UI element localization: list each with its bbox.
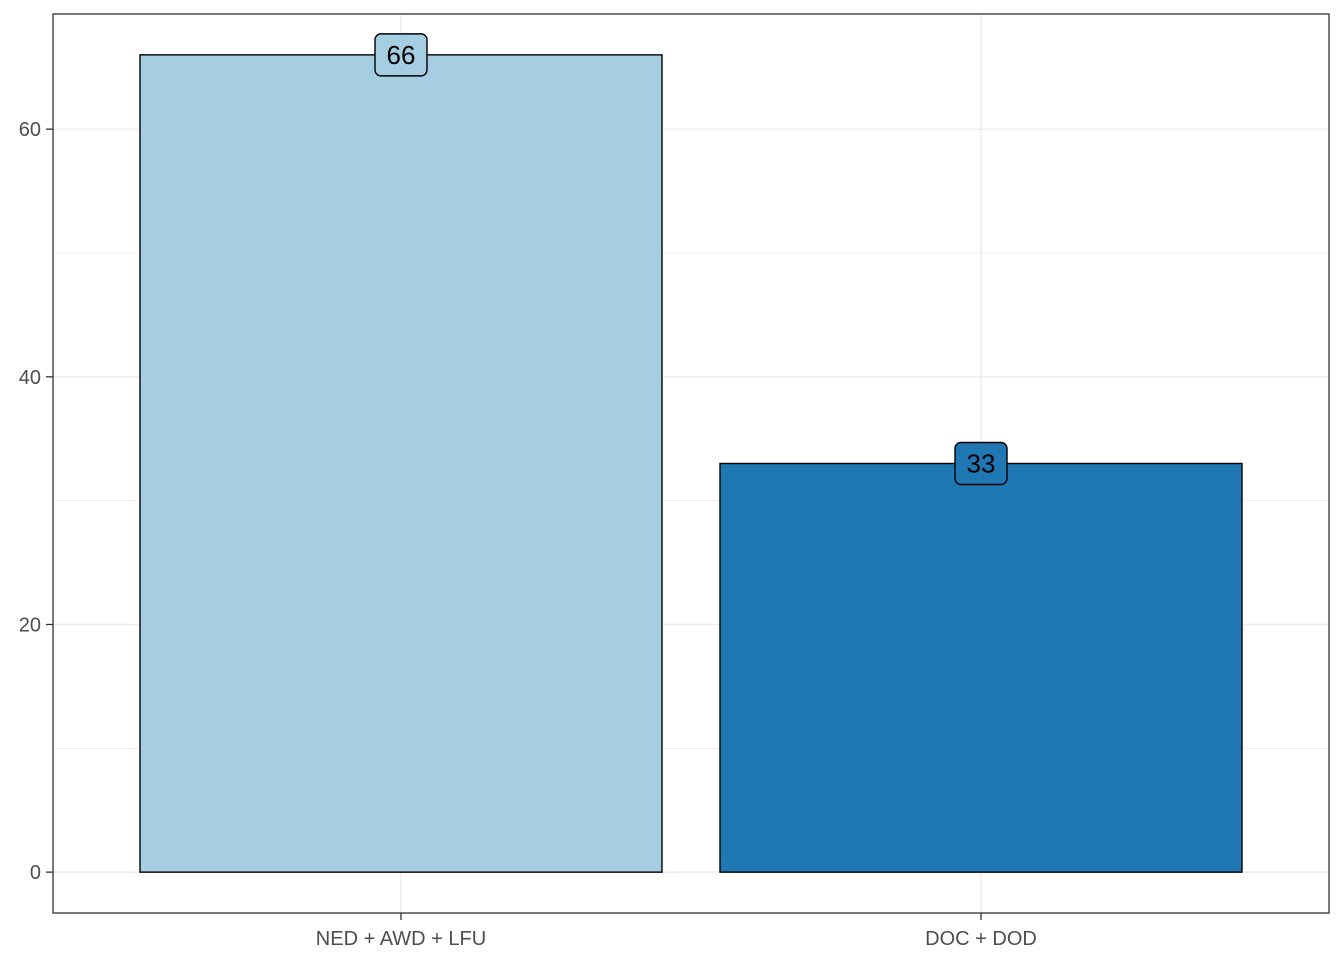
x-tick-label: NED + AWD + LFU [316, 928, 486, 950]
y-tick-label: 40 [19, 367, 41, 389]
data-label: 66 [387, 40, 416, 70]
data-label: 33 [967, 449, 996, 479]
bar [139, 54, 663, 873]
bars [139, 54, 1243, 873]
y-tick-label: 60 [19, 119, 41, 141]
data-labels: 66 33 [374, 33, 1008, 486]
y-axis: 0 20 40 60 [19, 119, 53, 884]
plot-border [52, 13, 1330, 914]
data-label-box [954, 441, 1008, 486]
x-axis: NED + AWD + LFU DOC + DOD [316, 913, 1037, 950]
data-label-box [374, 33, 428, 77]
y-tick-label: 0 [30, 862, 41, 884]
x-tick-label: DOC + DOD [925, 928, 1037, 950]
bar [719, 462, 1243, 873]
y-tick-label: 20 [19, 614, 41, 636]
